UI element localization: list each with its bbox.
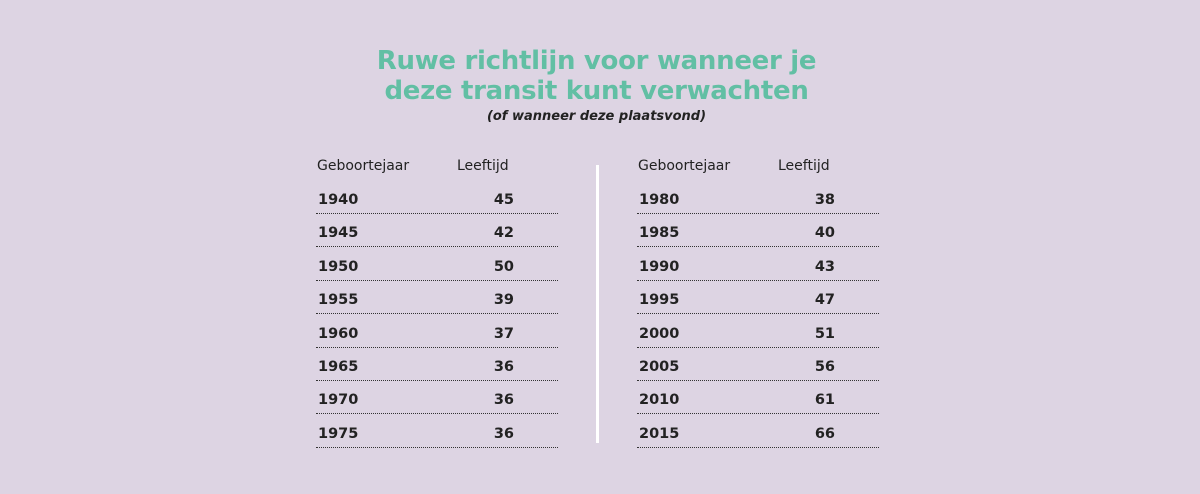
age: 50 — [493, 258, 514, 275]
age: 36 — [493, 392, 514, 409]
table-row: 1990 43 — [637, 249, 879, 281]
birth-year: 1970 — [318, 392, 359, 409]
age: 43 — [814, 258, 835, 275]
age: 56 — [814, 358, 835, 375]
age: 51 — [814, 325, 835, 342]
birth-year: 1995 — [639, 292, 680, 309]
birth-year: 1955 — [318, 292, 359, 309]
table-row: 1945 42 — [316, 215, 558, 248]
table-row: 1960 37 — [316, 316, 558, 348]
title-line-1: Ruwe richtlijn voor wanneer je — [376, 46, 817, 76]
table-row: 2015 66 — [637, 416, 879, 448]
header-birth-year: Geboortejaar — [317, 158, 410, 174]
table-row: 1995 47 — [637, 282, 879, 315]
header-age: Leeftijd — [457, 158, 509, 174]
birth-year: 1980 — [639, 192, 680, 208]
birth-year: 2010 — [639, 392, 680, 409]
table-header: Geboortejaar Leeftijd — [316, 158, 558, 182]
age: 36 — [493, 358, 514, 375]
table-left: Geboortejaar Leeftijd 1940 45 1945 42 19… — [316, 158, 558, 449]
subtitle: (of wanneer deze plaatsvond) — [486, 109, 707, 124]
birth-year: 2015 — [639, 425, 680, 442]
table-row: 1965 36 — [316, 349, 558, 381]
age: 40 — [814, 225, 835, 242]
birth-year: 1990 — [639, 258, 680, 275]
table-row: 1940 45 — [316, 182, 558, 214]
birth-year: 1965 — [318, 358, 359, 375]
table-row: 2000 51 — [637, 316, 879, 348]
header-age: Leeftijd — [778, 158, 830, 174]
table-row: 1985 40 — [637, 215, 879, 248]
birth-year: 2005 — [639, 358, 680, 375]
age: 36 — [493, 425, 514, 442]
birth-year: 1975 — [318, 425, 359, 442]
table-row: 1975 36 — [316, 416, 558, 448]
birth-year: 1950 — [318, 258, 359, 275]
birth-year: 1985 — [639, 225, 680, 242]
age: 38 — [814, 192, 835, 208]
table-right: Geboortejaar Leeftijd 1980 38 1985 40 19… — [637, 158, 879, 449]
birth-year: 2000 — [639, 325, 680, 342]
age: 42 — [493, 225, 514, 242]
age: 61 — [814, 392, 835, 409]
birth-year: 1940 — [318, 192, 359, 208]
column-divider — [596, 165, 599, 443]
birth-year: 1945 — [318, 225, 359, 242]
table-row: 1950 50 — [316, 249, 558, 281]
table-row: 2010 61 — [637, 382, 879, 415]
age: 37 — [493, 325, 514, 342]
table-row: 2005 56 — [637, 349, 879, 381]
title-line-2: deze transit kunt verwachten — [384, 76, 809, 106]
age: 47 — [814, 292, 835, 309]
age: 39 — [493, 292, 514, 309]
header-birth-year: Geboortejaar — [638, 158, 731, 174]
table-header: Geboortejaar Leeftijd — [637, 158, 879, 182]
table-row: 1970 36 — [316, 382, 558, 415]
table-row: 1980 38 — [637, 182, 879, 214]
age: 66 — [814, 425, 835, 442]
birth-year: 1960 — [318, 325, 359, 342]
table-row: 1955 39 — [316, 282, 558, 315]
age: 45 — [493, 192, 514, 208]
